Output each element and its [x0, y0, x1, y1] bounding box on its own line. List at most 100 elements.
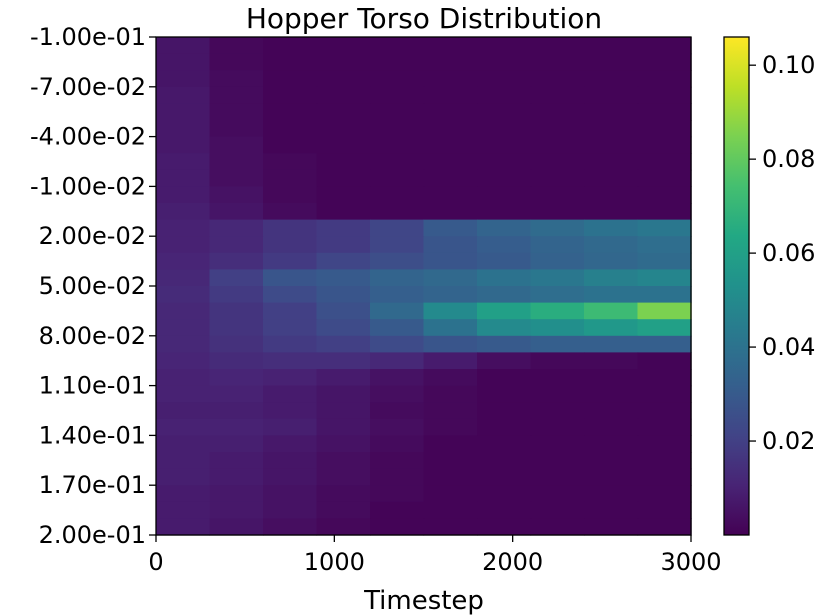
- heatmap-cell: [637, 120, 692, 138]
- heatmap-cell: [156, 501, 211, 519]
- heatmap-cell: [316, 219, 371, 237]
- heatmap-cell: [156, 169, 211, 187]
- heatmap-cell: [156, 335, 211, 353]
- heatmap-cell: [477, 319, 532, 337]
- heatmap-cell: [156, 252, 211, 270]
- heatmap-cell: [156, 319, 211, 337]
- heatmap-cell: [316, 319, 371, 337]
- heatmap-cell: [477, 286, 532, 304]
- heatmap-cell: [477, 53, 532, 71]
- y-tick-label: -1.00e-02: [30, 172, 146, 200]
- heatmap-cell: [477, 86, 532, 104]
- heatmap-cell: [209, 103, 264, 121]
- heatmap-cell: [530, 518, 585, 536]
- heatmap-cell: [584, 286, 639, 304]
- heatmap-cell: [477, 37, 532, 55]
- heatmap-cell: [263, 53, 318, 71]
- heatmap-cell: [156, 385, 211, 403]
- heatmap-cell: [370, 186, 425, 204]
- heatmap-cell: [637, 53, 692, 71]
- heatmap-cell: [584, 252, 639, 270]
- heatmap-cell: [423, 335, 478, 353]
- heatmap-cell: [477, 120, 532, 138]
- heatmap-cell: [209, 169, 264, 187]
- heatmap-cell: [156, 136, 211, 154]
- heatmap-cell: [584, 153, 639, 171]
- y-axis: -1.00e-01 -7.00e-02 -4.00e-02 -1.00e-02 2.00…: [30, 23, 156, 549]
- x-tick-label: 3000: [660, 548, 721, 576]
- heatmap-cell: [530, 286, 585, 304]
- heatmap-cell: [423, 501, 478, 519]
- heatmap-cell: [423, 186, 478, 204]
- heatmap-cell: [530, 136, 585, 154]
- heatmap-cell: [156, 302, 211, 320]
- heatmap-cell: [584, 269, 639, 287]
- heatmap-cell: [316, 518, 371, 536]
- heatmap-cell: [423, 70, 478, 88]
- heatmap-cell: [477, 269, 532, 287]
- heatmap-cell: [423, 402, 478, 420]
- heatmap-cell: [263, 203, 318, 221]
- heatmap-cell: [209, 418, 264, 436]
- heatmap-cell: [156, 103, 211, 121]
- heatmap-cell: [584, 136, 639, 154]
- y-tick-label: 8.00e-02: [39, 322, 146, 350]
- heatmap-cell: [530, 402, 585, 420]
- heatmap-cell: [530, 37, 585, 55]
- heatmap-cell: [530, 153, 585, 171]
- heatmap-cell: [584, 169, 639, 187]
- heatmap-cell: [370, 452, 425, 470]
- heatmap-cell: [209, 385, 264, 403]
- heatmap-cell: [637, 352, 692, 370]
- y-tick-label: 1.70e-01: [39, 471, 146, 499]
- heatmap-cell: [530, 319, 585, 337]
- heatmap-cell: [209, 86, 264, 104]
- heatmap-cell: [584, 86, 639, 104]
- heatmap-cell: [370, 369, 425, 387]
- heatmap-cell: [370, 501, 425, 519]
- heatmap-cell: [209, 252, 264, 270]
- heatmap-cell: [370, 203, 425, 221]
- heatmap-cell: [477, 452, 532, 470]
- heatmap-cell: [637, 153, 692, 171]
- heatmap-cell: [584, 103, 639, 121]
- heatmap-cell: [370, 518, 425, 536]
- heatmap-cell: [209, 219, 264, 237]
- heatmap-cell: [530, 335, 585, 353]
- heatmap-cell: [423, 302, 478, 320]
- heatmap-cell: [316, 252, 371, 270]
- heatmap-cell: [209, 402, 264, 420]
- heatmap-cell: [584, 186, 639, 204]
- heatmap-cell: [156, 518, 211, 536]
- heatmap-cell: [316, 418, 371, 436]
- heatmap-cell: [316, 402, 371, 420]
- heatmap-cell: [156, 53, 211, 71]
- heatmap-cell: [263, 485, 318, 503]
- heatmap-cell: [584, 203, 639, 221]
- heatmap-cell: [423, 136, 478, 154]
- heatmap-cell: [477, 169, 532, 187]
- heatmap-cell: [316, 335, 371, 353]
- heatmap-cell: [316, 302, 371, 320]
- heatmap-cell: [530, 269, 585, 287]
- heatmap-cell: [477, 302, 532, 320]
- heatmap-cell: [477, 369, 532, 387]
- heatmap-cell: [316, 501, 371, 519]
- heatmap-cell: [263, 103, 318, 121]
- heatmap-cell: [370, 335, 425, 353]
- y-tick-label: -1.00e-01: [30, 23, 146, 51]
- heatmap-cell: [156, 70, 211, 88]
- heatmap-cell: [316, 369, 371, 387]
- heatmap-cell: [263, 385, 318, 403]
- heatmap-cell: [316, 86, 371, 104]
- heatmap-cell: [477, 103, 532, 121]
- heatmap-cell: [584, 319, 639, 337]
- heatmap-cell: [637, 402, 692, 420]
- heatmap-cell: [584, 418, 639, 436]
- heatmap-cell: [370, 435, 425, 453]
- heatmap-cell: [316, 136, 371, 154]
- heatmap-cell: [423, 203, 478, 221]
- heatmap-cell: [637, 103, 692, 121]
- heatmap-cell: [530, 120, 585, 138]
- y-tick-label: 1.10e-01: [39, 372, 146, 400]
